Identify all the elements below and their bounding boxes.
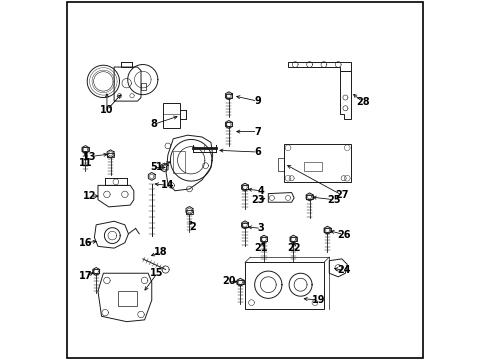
Text: 27: 27	[335, 190, 348, 200]
Text: 28: 28	[356, 97, 369, 107]
Text: 22: 22	[287, 243, 301, 253]
Text: 18: 18	[154, 247, 168, 257]
Text: 12: 12	[83, 191, 97, 201]
Text: 13: 13	[83, 152, 97, 162]
Text: 17: 17	[79, 271, 92, 281]
Text: 25: 25	[327, 195, 341, 205]
Bar	[173, 151, 185, 173]
Bar	[304, 162, 322, 171]
Text: 11: 11	[79, 158, 92, 168]
Bar	[245, 262, 324, 309]
Bar	[163, 103, 180, 128]
Text: 8: 8	[150, 120, 157, 129]
Text: 7: 7	[254, 127, 261, 136]
Text: 15: 15	[150, 268, 164, 278]
Text: 10: 10	[100, 105, 114, 115]
Text: 2: 2	[190, 222, 196, 231]
Text: 16: 16	[79, 238, 92, 248]
Text: 26: 26	[337, 230, 350, 239]
Text: 4: 4	[258, 186, 265, 196]
Text: 19: 19	[312, 295, 325, 305]
Text: 9: 9	[254, 96, 261, 106]
Bar	[141, 83, 147, 90]
Text: 21: 21	[254, 243, 268, 253]
Text: 3: 3	[258, 224, 265, 233]
Bar	[285, 144, 351, 182]
Bar	[118, 291, 137, 306]
Text: 6: 6	[254, 147, 261, 157]
Text: 1: 1	[155, 162, 162, 172]
Text: 24: 24	[337, 265, 350, 275]
Text: 23: 23	[251, 195, 264, 205]
Text: 14: 14	[161, 180, 174, 190]
Text: 20: 20	[222, 276, 236, 286]
Text: 5: 5	[150, 162, 157, 172]
Bar	[278, 158, 285, 171]
